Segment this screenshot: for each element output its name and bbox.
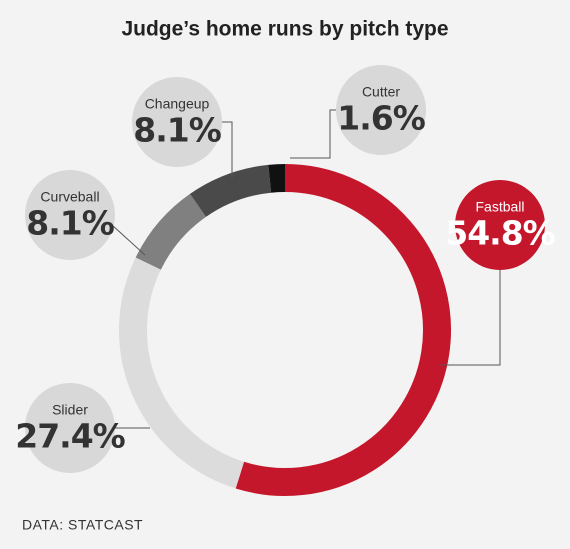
source: DATA: STATCAST <box>22 517 143 533</box>
value-label: 8.1% <box>133 111 221 150</box>
leader-line <box>222 121 233 178</box>
category-label: Cutter <box>362 84 400 100</box>
donut-segment <box>189 164 272 218</box>
leader-line <box>440 270 501 366</box>
donut-segment <box>235 164 451 496</box>
category-label: Curveball <box>40 189 99 205</box>
donut-segment <box>268 164 286 193</box>
category-label: Changeup <box>145 96 210 112</box>
callout-circle <box>25 170 115 260</box>
leader-line <box>290 109 336 159</box>
value-label: 54.8% <box>445 214 555 253</box>
value-label: 1.6% <box>337 99 425 138</box>
value-label: 8.1% <box>26 204 114 243</box>
donut-segment <box>135 193 207 271</box>
category-label: Slider <box>52 402 88 418</box>
callout-circle <box>455 180 545 270</box>
category-label: Fastball <box>475 199 524 215</box>
leader-line <box>111 224 146 256</box>
value-label: 27.4% <box>15 417 125 456</box>
callout-circle <box>132 77 222 167</box>
callout-circle <box>336 65 426 155</box>
callout-circle <box>25 383 115 473</box>
chart-title: Judge’s home runs by pitch type <box>121 18 448 41</box>
donut-segment <box>119 257 245 489</box>
